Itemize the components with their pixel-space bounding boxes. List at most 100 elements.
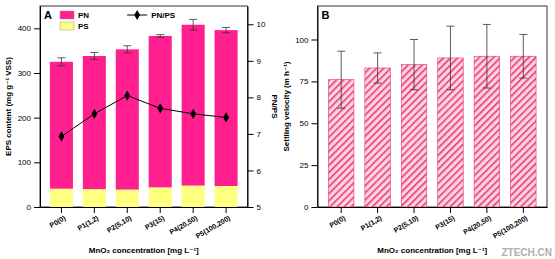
x-tick: P4(20,50) <box>168 207 199 237</box>
bar <box>511 56 537 207</box>
error-bar-cap <box>519 78 527 79</box>
x-tick: P0(0) <box>328 207 347 230</box>
legend-item: PS <box>60 22 89 31</box>
error-bar-cap <box>374 83 382 84</box>
error-bar-cap <box>57 57 65 58</box>
x-tick-label: P5(100,200) <box>492 214 529 240</box>
y2-axis-title: PN/PS <box>270 94 279 119</box>
y-axis-title: EPS content (mg g⁻¹ VSS) <box>4 57 13 156</box>
y-tick-mark <box>312 207 318 208</box>
x-tick-mark <box>61 207 62 213</box>
y-tick-mark <box>312 81 318 82</box>
x-tick-label: P4(20,50) <box>462 214 493 236</box>
error-bar <box>222 27 230 32</box>
x-tick-mark <box>486 207 487 213</box>
x-axis: P0(0) P1(1,2)P2(5,10) P3(15)P4(20,50)P5(10… <box>41 207 249 240</box>
error-bar <box>446 26 454 90</box>
error-bar-cap <box>57 65 65 66</box>
y-tick-label: 75 <box>300 77 309 86</box>
error-bar-stem <box>193 19 194 30</box>
marker <box>190 109 196 119</box>
y-tick-mark <box>34 162 40 163</box>
x-tick: P3(15) <box>144 207 166 232</box>
y-tick: 0 <box>304 203 317 212</box>
error-bar-cap <box>123 45 131 46</box>
legend-marker <box>134 10 140 20</box>
legend-label: PN/PS <box>151 11 176 20</box>
y2-tick: 5 <box>248 203 262 212</box>
x-tick: P1(1,2) <box>359 207 383 233</box>
error-bar-cap <box>156 34 164 35</box>
error-bar <box>123 46 131 53</box>
legend-label: PN <box>78 11 89 20</box>
x-tick: P2(5,10) <box>106 207 133 235</box>
y-axis-line <box>40 7 41 208</box>
error-bar-stem <box>61 58 62 66</box>
x-tick: P5(100,200) <box>195 207 232 240</box>
error-bar-stem <box>486 24 487 88</box>
legend-item: PN/PS <box>127 10 176 20</box>
y-tick-mark <box>312 40 318 41</box>
y2-axis: 5678910 <box>248 7 266 213</box>
bar <box>149 36 172 187</box>
bar <box>83 56 106 189</box>
y-tick-label: 0 <box>27 203 32 212</box>
x-tick-mark <box>523 207 524 213</box>
x-tick-label: P3(15) <box>434 214 456 231</box>
y2-tick-label: 9 <box>257 57 262 66</box>
error-bar-stem <box>523 34 524 78</box>
y-tick-label: 25 <box>300 161 309 170</box>
error-bar-stem <box>450 26 451 90</box>
y-tick: 50 <box>300 119 318 128</box>
legend-swatch <box>60 11 74 19</box>
x-tick: P1(1,2) <box>76 207 100 233</box>
panel-title: A <box>44 9 52 21</box>
marker <box>223 112 229 122</box>
error-bar-cap <box>222 32 230 33</box>
y2-tick: 7 <box>248 130 262 139</box>
marker <box>91 109 97 119</box>
y-tick: 100 <box>295 36 317 45</box>
y-tick: 300 <box>18 69 40 78</box>
watermark: ZTECH.CN <box>501 247 552 258</box>
y2-axis-line <box>248 7 249 208</box>
bar <box>116 49 139 189</box>
y2-tick-label: 6 <box>257 167 262 176</box>
y-tick-mark <box>312 165 318 166</box>
x-tick-mark <box>127 207 128 213</box>
error-bar-stem <box>377 53 378 83</box>
panel: 01002003004005678910P0(0)P1(1,2)P2(5,10)… <box>4 6 279 255</box>
y-tick-label: 100 <box>18 158 32 167</box>
x-axis-title: MnO₂ concentration [mg L⁻¹] <box>377 246 487 255</box>
x-tick-mark <box>226 207 227 213</box>
bar <box>116 190 139 207</box>
x-tick-mark <box>193 207 194 213</box>
error-bar-stem <box>414 40 415 90</box>
error-bar <box>337 51 345 108</box>
bar <box>50 189 73 207</box>
y-tick-mark <box>34 207 40 208</box>
plot-frame <box>40 6 248 207</box>
legend-swatch <box>60 22 74 30</box>
y2-tick-label: 8 <box>257 93 262 102</box>
y-tick: 0 <box>27 203 40 212</box>
marker <box>124 90 130 100</box>
error-bar-cap <box>410 39 418 40</box>
error-bar-cap <box>123 52 131 53</box>
error-bar-stem <box>94 52 95 59</box>
error-bar-cap <box>337 51 345 52</box>
error-bar <box>90 52 98 59</box>
x-tick-label: P1(1,2) <box>359 214 383 232</box>
y-axis: 0100200300400 <box>18 7 41 213</box>
error-bar-cap <box>446 89 454 90</box>
error-bar-cap <box>483 88 491 89</box>
bar <box>182 186 205 207</box>
x-tick-mark <box>160 207 161 213</box>
error-bar-cap <box>90 59 98 60</box>
y-tick-mark <box>312 123 318 124</box>
x-tick-label: P0(0) <box>48 214 67 229</box>
y-axis: 0 25 50 75 100 <box>295 7 318 213</box>
y-tick: 75 <box>300 77 318 86</box>
error-bar <box>483 24 491 88</box>
y-tick-label: 100 <box>295 36 309 45</box>
